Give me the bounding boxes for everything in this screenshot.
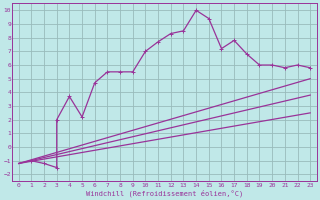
X-axis label: Windchill (Refroidissement éolien,°C): Windchill (Refroidissement éolien,°C) — [86, 189, 243, 197]
